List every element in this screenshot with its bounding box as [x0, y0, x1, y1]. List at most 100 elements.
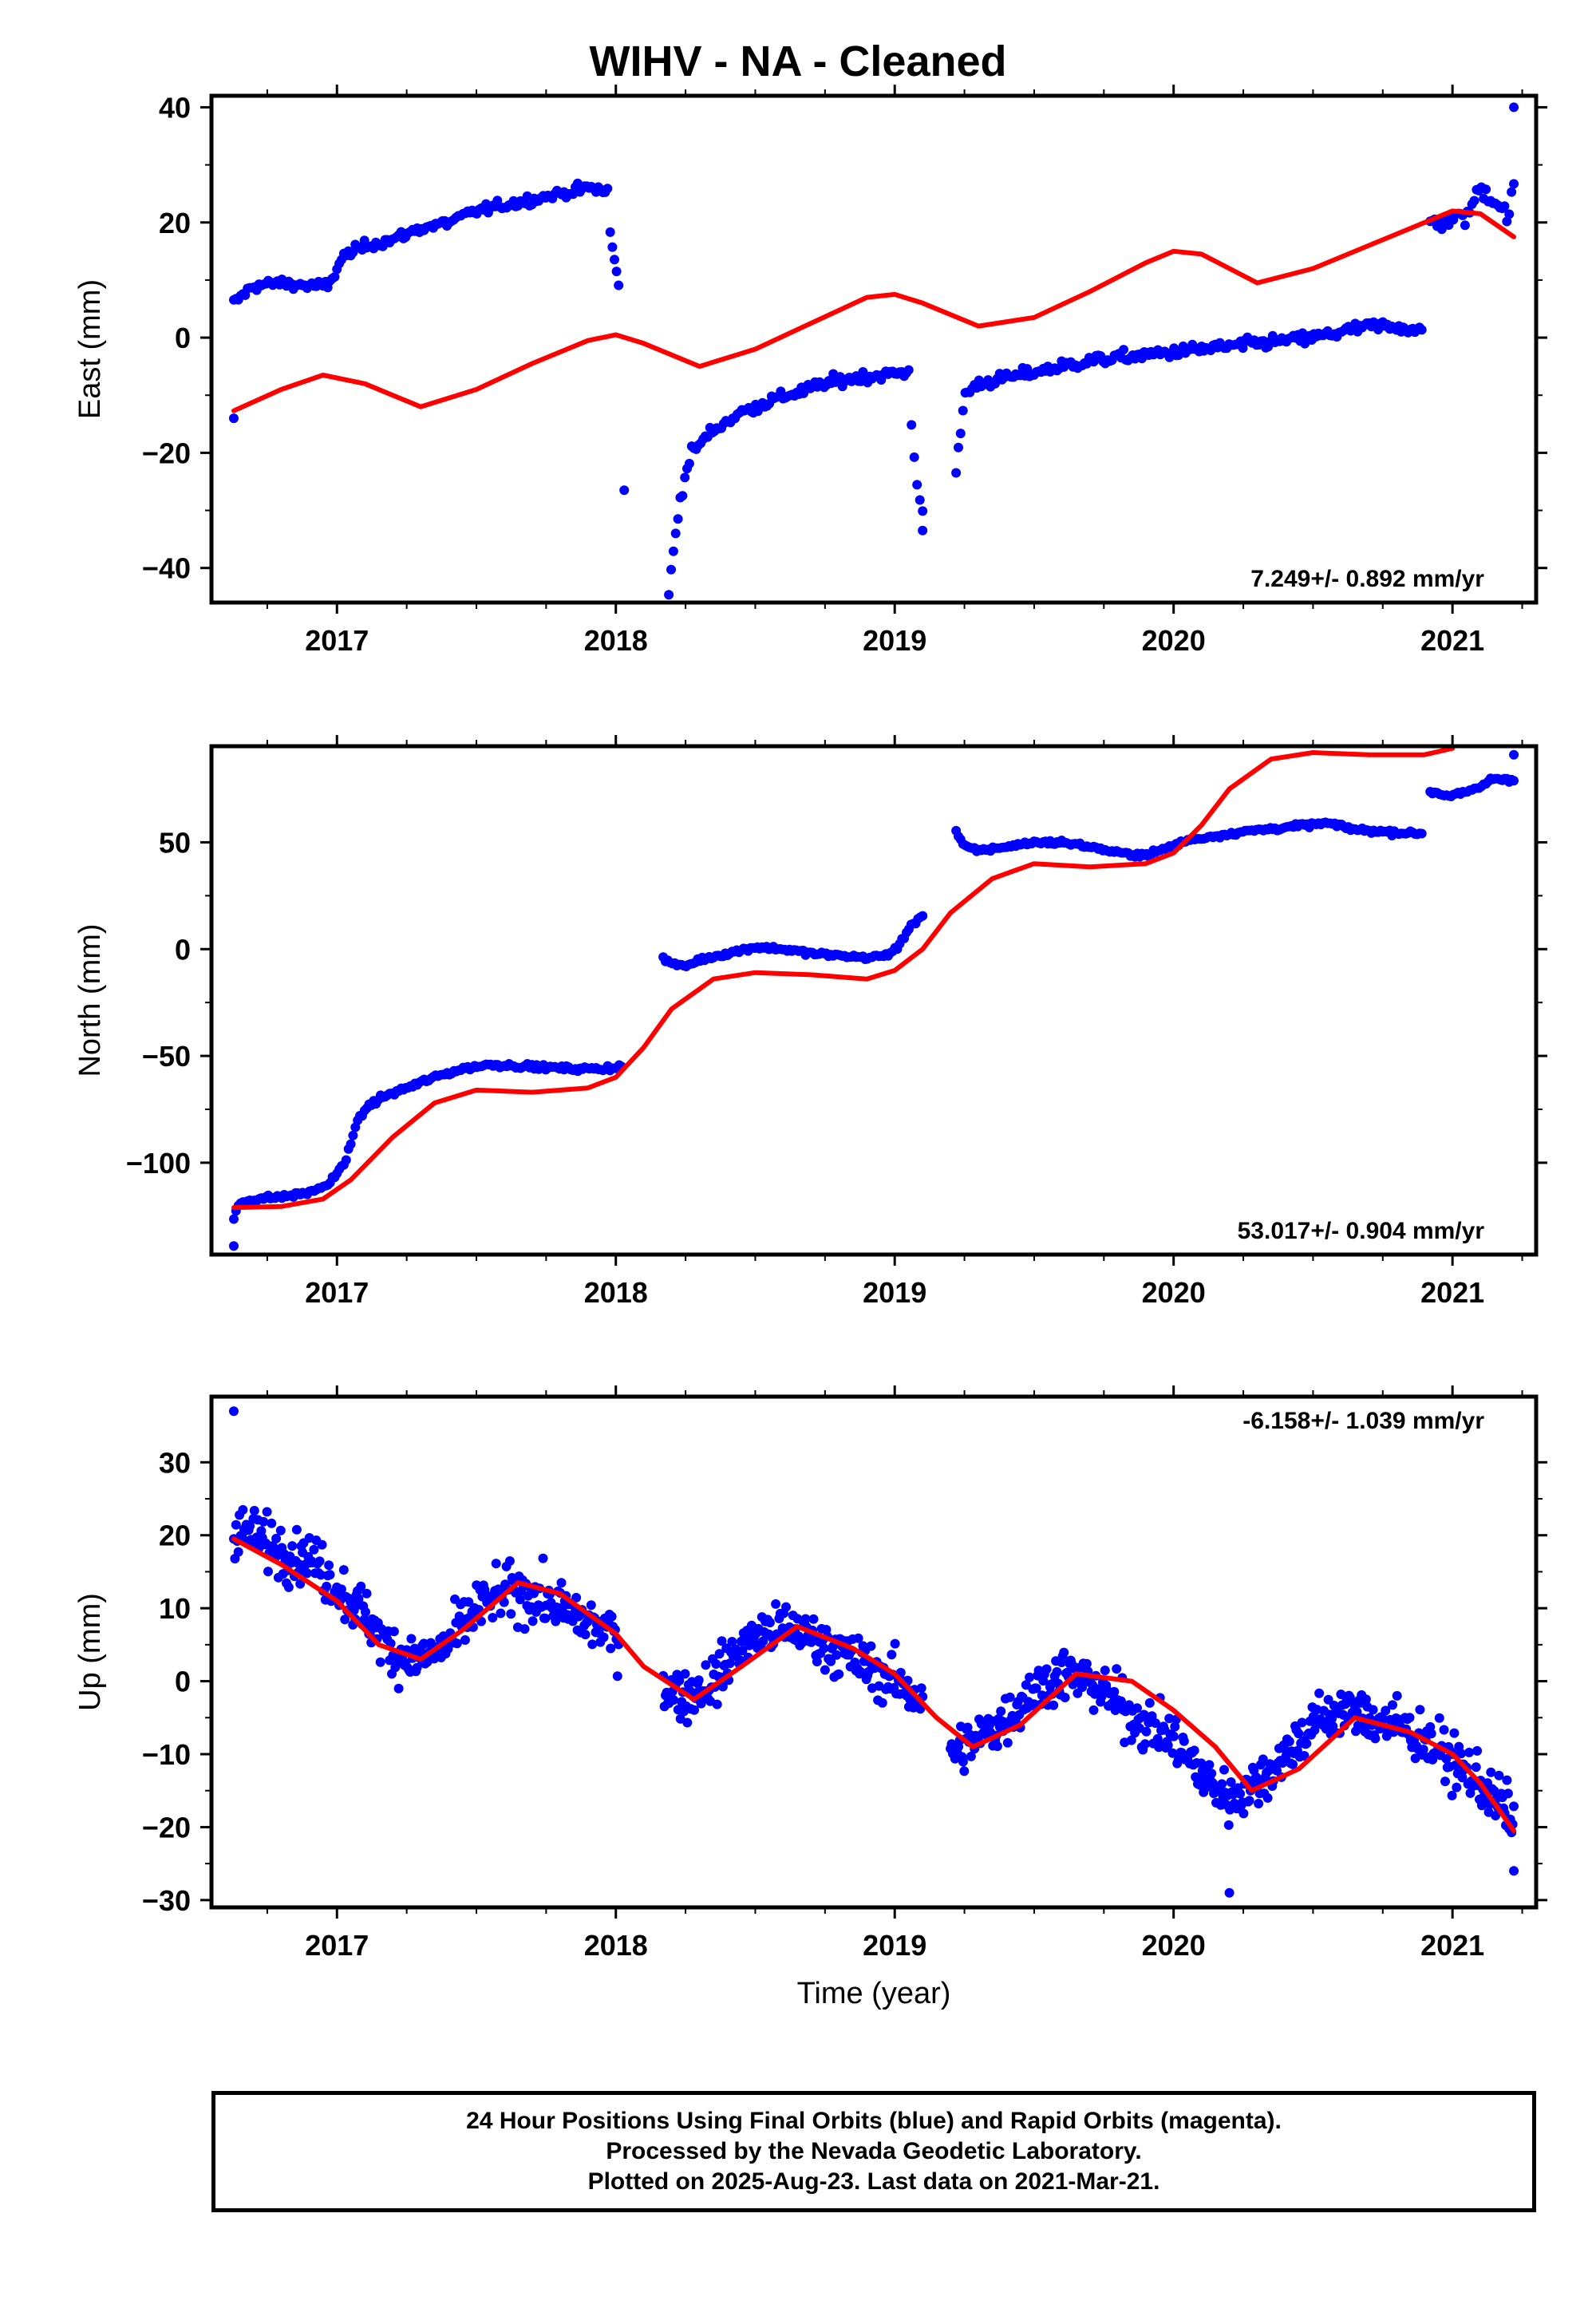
data-point	[903, 365, 914, 375]
data-point	[1456, 1749, 1466, 1759]
data-point	[992, 1741, 1002, 1752]
data-point	[1381, 1705, 1391, 1716]
data-point	[1189, 1745, 1199, 1756]
data-point	[515, 1595, 525, 1605]
data-point	[346, 1139, 356, 1149]
data-point	[954, 442, 963, 453]
data-point	[1179, 1736, 1189, 1746]
y-axis-label: East (mm)	[73, 279, 107, 419]
plot-frame	[209, 744, 1539, 1257]
data-point	[1219, 1765, 1229, 1775]
data-point	[918, 911, 928, 921]
data-point	[1112, 1664, 1122, 1674]
data-point	[1258, 1754, 1268, 1765]
data-point	[324, 1560, 334, 1571]
y-tick-label: 0	[175, 1666, 191, 1698]
data-point	[1204, 1760, 1215, 1770]
y-tick-label: 40	[159, 91, 191, 124]
x-tick-label: 2019	[863, 1929, 926, 1962]
data-point	[606, 1611, 617, 1622]
data-point	[538, 1553, 548, 1563]
data-point	[1294, 1729, 1304, 1739]
data-point	[1378, 1714, 1389, 1725]
data-point	[907, 420, 917, 430]
data-point	[1088, 1705, 1099, 1715]
data-point	[819, 1643, 829, 1654]
data-point	[295, 1579, 306, 1589]
data-point	[1119, 345, 1128, 355]
data-point	[877, 1697, 887, 1708]
data-point	[504, 1556, 515, 1566]
data-point	[737, 1646, 748, 1656]
data-point	[689, 1705, 699, 1715]
data-point	[678, 491, 688, 501]
data-point	[294, 1559, 304, 1569]
y-tick-label: 50	[159, 826, 191, 859]
data-point	[1439, 1725, 1449, 1735]
data-point	[1302, 1738, 1312, 1749]
data-point	[1254, 1799, 1264, 1808]
data-point	[680, 472, 690, 483]
caption-line-2: Processed by the Nevada Geodetic Laborat…	[606, 2138, 1142, 2164]
data-point	[714, 1649, 725, 1659]
data-point	[684, 458, 694, 468]
data-points	[228, 749, 1519, 1251]
data-point	[958, 405, 968, 416]
data-point	[587, 1639, 598, 1650]
data-point	[666, 564, 676, 575]
x-tick-label: 2018	[584, 1276, 648, 1309]
data-point	[1170, 1721, 1180, 1732]
data-point	[238, 1504, 248, 1515]
plot-frame	[209, 93, 1539, 605]
data-point	[1238, 1808, 1249, 1819]
x-tick-label: 2019	[863, 624, 926, 657]
y-axis-label: North (mm)	[73, 923, 107, 1077]
data-point	[668, 546, 678, 556]
x-tick-label: 2017	[305, 1276, 369, 1309]
data-point	[316, 1570, 326, 1580]
data-point	[673, 514, 683, 524]
data-point	[693, 1675, 704, 1686]
data-point	[1081, 1658, 1092, 1669]
data-point	[245, 1521, 255, 1531]
y-tick-label: −40	[142, 552, 191, 585]
y-tick-label: 20	[159, 1520, 191, 1552]
data-point	[1262, 1792, 1273, 1803]
data-point	[711, 1659, 721, 1669]
data-point	[556, 1578, 567, 1588]
plot-area: 2017 2018 2019 2020 2021 −40 −20 0 20 40 East (mm)…	[73, 85, 1547, 2010]
data-point	[540, 1613, 551, 1623]
data-point	[1441, 1753, 1452, 1764]
y-tick-label: −20	[142, 437, 191, 469]
data-point	[612, 1671, 622, 1682]
data-point	[1060, 1693, 1070, 1702]
data-point	[1244, 1796, 1254, 1806]
data-point	[1368, 1705, 1378, 1715]
data-point	[962, 1722, 973, 1733]
data-point	[1100, 1666, 1110, 1675]
data-point	[259, 1516, 269, 1527]
data-point	[1226, 1777, 1236, 1787]
data-point	[1126, 1735, 1136, 1745]
data-point	[958, 1757, 968, 1767]
panel-1: 2017 2018 2019 2020 2021 −40 −20 0 20 40 East (mm)…	[73, 85, 1547, 657]
data-point	[1238, 343, 1248, 354]
data-point	[1217, 1779, 1227, 1789]
data-point	[580, 1630, 591, 1640]
data-point	[712, 1699, 722, 1709]
y-tick-label: −20	[142, 1811, 191, 1844]
data-point	[1457, 1773, 1468, 1783]
data-point	[1471, 1762, 1481, 1773]
data-point	[1507, 187, 1517, 197]
data-point	[1116, 1696, 1126, 1706]
chart-title: WIHV - NA - Cleaned	[589, 38, 1007, 85]
rate-label: 53.017+/- 0.904 mm/yr	[1238, 1218, 1485, 1244]
data-point	[1509, 179, 1519, 189]
data-point	[1059, 1647, 1069, 1658]
data-point	[1418, 1745, 1428, 1755]
data-point	[233, 1547, 243, 1557]
data-point	[1388, 1700, 1397, 1710]
data-point	[1144, 1697, 1155, 1708]
data-point	[1096, 1692, 1107, 1701]
data-point	[1141, 1726, 1152, 1737]
